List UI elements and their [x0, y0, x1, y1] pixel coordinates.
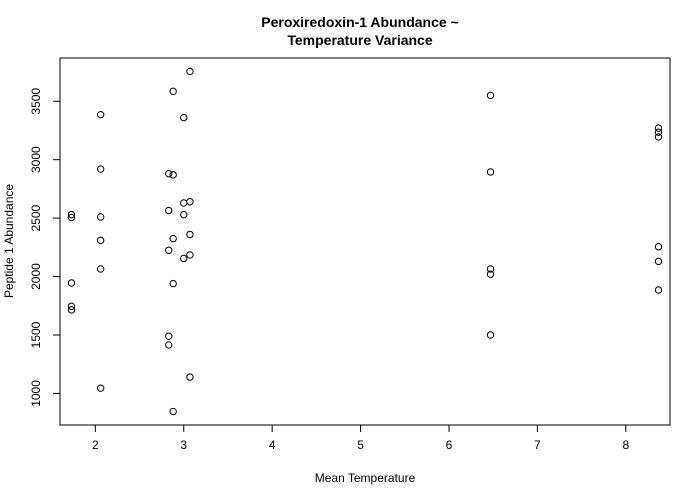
chart-title-line-1: Peroxiredoxin-1 Abundance ~ — [261, 14, 458, 30]
data-point — [96, 384, 105, 392]
data-point — [654, 286, 663, 294]
data-point — [654, 128, 663, 136]
y-axis-label: Peptide 1 Abundance — [2, 184, 16, 298]
data-point — [169, 234, 177, 243]
data-point — [96, 110, 105, 119]
data-point — [165, 332, 173, 340]
x-tick-label: 6 — [446, 438, 453, 452]
data-point — [67, 213, 76, 222]
data-point — [169, 87, 177, 96]
data-point — [486, 168, 495, 176]
data-point — [96, 165, 105, 173]
x-tick-label: 5 — [357, 438, 364, 452]
data-point — [486, 270, 495, 278]
data-point — [186, 67, 194, 76]
data-point — [165, 206, 173, 215]
data-point — [486, 265, 495, 273]
data-point — [67, 302, 76, 311]
data-point — [486, 91, 495, 100]
plot-frame — [59, 57, 671, 426]
data-points — [67, 67, 663, 416]
x-tick-label: 2 — [92, 438, 99, 452]
y-tick-label: 3000 — [29, 146, 43, 173]
data-point — [165, 170, 173, 178]
data-point — [654, 124, 663, 132]
x-tick-label: 4 — [269, 438, 276, 452]
x-tick-label: 7 — [534, 438, 541, 452]
data-point — [180, 199, 188, 207]
data-point — [180, 210, 188, 219]
y-axis: 1000 1500 2000 2500 3000 3500 — [29, 88, 60, 407]
y-tick-label: 2500 — [29, 204, 43, 231]
data-point — [654, 243, 663, 251]
x-tick-label: 3 — [180, 438, 187, 452]
y-tick-label: 2000 — [29, 263, 43, 290]
y-tick-label: 1500 — [29, 321, 43, 348]
data-point — [186, 251, 194, 259]
data-point — [186, 230, 194, 239]
x-axis-label: Mean Temperature — [315, 471, 416, 485]
data-point — [654, 257, 663, 266]
x-axis: 2 3 4 5 6 7 8 — [92, 425, 629, 452]
data-point — [186, 373, 194, 381]
data-point — [180, 254, 188, 263]
data-point — [96, 265, 105, 273]
data-point — [486, 331, 495, 339]
data-point — [165, 341, 173, 349]
y-tick-label: 1000 — [29, 380, 43, 407]
data-point — [165, 246, 173, 254]
data-point — [67, 279, 76, 287]
data-point — [96, 213, 105, 221]
data-point — [654, 133, 663, 141]
x-tick-label: 8 — [622, 438, 629, 452]
data-point — [169, 171, 177, 179]
data-point — [169, 407, 177, 416]
chart-title-line-2: Temperature Variance — [287, 32, 432, 48]
data-point — [180, 113, 188, 122]
data-point — [67, 306, 76, 314]
data-point — [96, 236, 105, 245]
y-tick-label: 3500 — [29, 88, 43, 115]
data-point — [186, 198, 194, 206]
data-point — [169, 279, 177, 288]
data-point — [67, 210, 76, 219]
